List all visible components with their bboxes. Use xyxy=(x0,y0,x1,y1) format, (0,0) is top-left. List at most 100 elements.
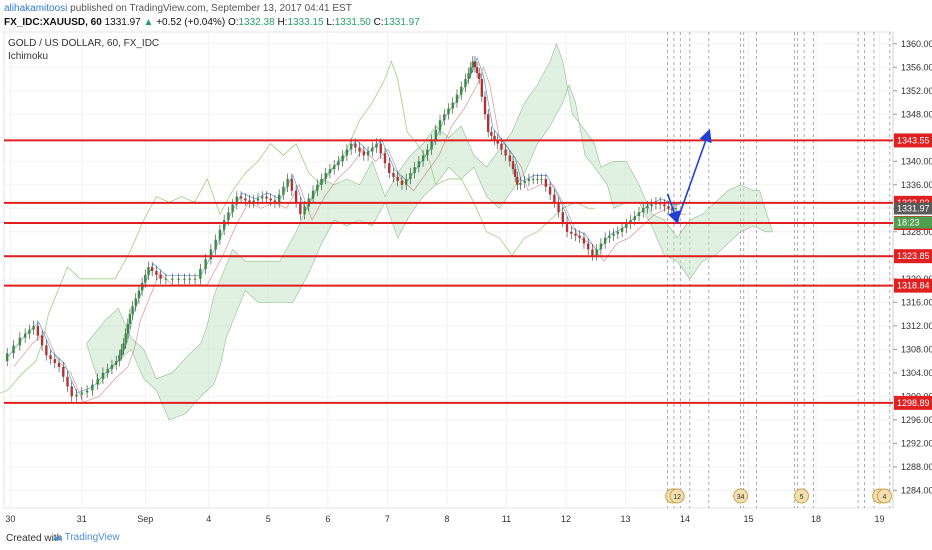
candle-body xyxy=(354,143,357,148)
candle-body xyxy=(417,161,421,168)
candle-body xyxy=(144,274,147,283)
candle-body xyxy=(516,176,519,185)
candle-body xyxy=(114,361,118,366)
candle-body xyxy=(371,147,374,152)
candle-body xyxy=(345,149,349,156)
candle-body xyxy=(328,169,332,174)
last-price: 1331.97 xyxy=(104,17,141,28)
y-tick-label: 1308.00 xyxy=(901,344,932,354)
candle-body xyxy=(32,325,35,330)
x-tick-label: 12 xyxy=(561,514,571,524)
candle-body xyxy=(290,178,294,191)
x-tick-label: Sep xyxy=(137,514,153,524)
candle-body xyxy=(477,73,481,80)
candle-body xyxy=(578,235,581,238)
candle-body xyxy=(110,365,114,369)
candle-body xyxy=(570,231,573,234)
economic-event-icon[interactable] xyxy=(669,488,685,504)
candle-body xyxy=(460,86,463,95)
candle-body xyxy=(265,196,268,199)
candle-body xyxy=(231,204,234,213)
candle-body xyxy=(523,180,526,183)
candle-body xyxy=(239,196,243,199)
economic-event-icon[interactable] xyxy=(794,488,810,504)
indicator-label[interactable]: Ichimoku xyxy=(8,51,48,62)
candle-body xyxy=(273,200,277,203)
candle-body xyxy=(199,269,202,279)
candle-body xyxy=(227,212,230,221)
candle-body xyxy=(252,200,255,203)
author-link[interactable]: alihakamitoosi xyxy=(4,3,68,14)
projection-arrow[interactable] xyxy=(666,193,681,225)
candle-body xyxy=(286,178,289,187)
candle-body xyxy=(490,131,493,136)
symbol-label[interactable]: FX_IDC:XAUUSD, 60 xyxy=(4,17,102,28)
candle-body xyxy=(471,61,475,68)
candle-body xyxy=(57,363,61,367)
x-tick-label: 31 xyxy=(77,514,87,524)
candle-body xyxy=(553,194,556,203)
candle-body xyxy=(126,323,130,334)
price-chart[interactable]: 30 31 Sep 4 5 6 7 8 11 12 13 14 15 18 19 1284.00 1288.00… xyxy=(0,30,932,528)
candle-body xyxy=(650,204,653,207)
candle-body xyxy=(473,61,477,68)
published-text: published on TradingView.com, September … xyxy=(70,3,352,14)
y-tick-label: 1312.00 xyxy=(901,321,932,331)
candle-body xyxy=(294,190,298,203)
candle-body xyxy=(137,290,141,299)
candle-body xyxy=(299,202,302,215)
change-value: +0.52 (+0.04%) xyxy=(156,17,226,28)
x-tick-label: 13 xyxy=(620,514,630,524)
high-value: 1333.15 xyxy=(287,17,324,28)
projection-arrow[interactable] xyxy=(676,128,712,222)
candle-body xyxy=(582,237,586,244)
candle-body xyxy=(464,79,467,87)
candle-body xyxy=(413,167,416,174)
y-tick-label: 1304.00 xyxy=(901,368,932,378)
level-tag xyxy=(894,395,932,410)
change-arrow-icon: ▲ xyxy=(143,17,154,28)
candle-body xyxy=(75,394,78,397)
candle-body xyxy=(599,243,603,250)
candle-body xyxy=(70,386,73,397)
low-label: L: xyxy=(326,17,335,28)
x-tick-label: 8 xyxy=(444,514,449,524)
open-value: 1332.38 xyxy=(238,17,275,28)
candle-body xyxy=(118,355,121,362)
candle-body xyxy=(493,135,496,140)
tradingview-logo-icon[interactable]: ☁ TradingView xyxy=(52,532,120,543)
economic-event-icon[interactable] xyxy=(876,488,892,504)
candle-body xyxy=(49,355,52,360)
ohlc-line: FX_IDC:XAUUSD, 60 1331.97 ▲ +0.52 (+0.04… xyxy=(4,17,420,28)
candle-body xyxy=(455,94,459,103)
candle-body xyxy=(396,176,399,181)
countdown-label: 18:23 xyxy=(897,218,920,228)
candle-body xyxy=(349,143,353,150)
candle-body xyxy=(674,208,678,210)
candle-body xyxy=(508,155,512,162)
economic-event-icon[interactable] xyxy=(733,488,749,504)
y-tick-label: 1360.00 xyxy=(901,39,932,49)
candle-body xyxy=(106,368,109,373)
candle-body xyxy=(513,169,517,177)
candle-body xyxy=(608,235,611,238)
candle-body xyxy=(159,274,162,279)
level-label: 1298.89 xyxy=(897,398,930,408)
candle-body xyxy=(430,139,433,150)
candle-body xyxy=(134,298,137,307)
candle-body xyxy=(177,278,180,280)
candle-body xyxy=(544,178,548,187)
candle-body xyxy=(379,143,382,154)
candle-body xyxy=(362,151,366,156)
candle-body xyxy=(311,190,315,199)
candle-body xyxy=(358,147,361,152)
candle-body xyxy=(511,161,515,170)
candle-body xyxy=(519,182,522,185)
level-label: 1323.85 xyxy=(897,251,930,261)
candle-body xyxy=(53,359,56,364)
candle-body xyxy=(540,178,543,180)
candle-body xyxy=(480,79,484,97)
candle-body xyxy=(670,208,674,210)
candle-body xyxy=(574,233,577,236)
candle-body xyxy=(595,249,598,256)
